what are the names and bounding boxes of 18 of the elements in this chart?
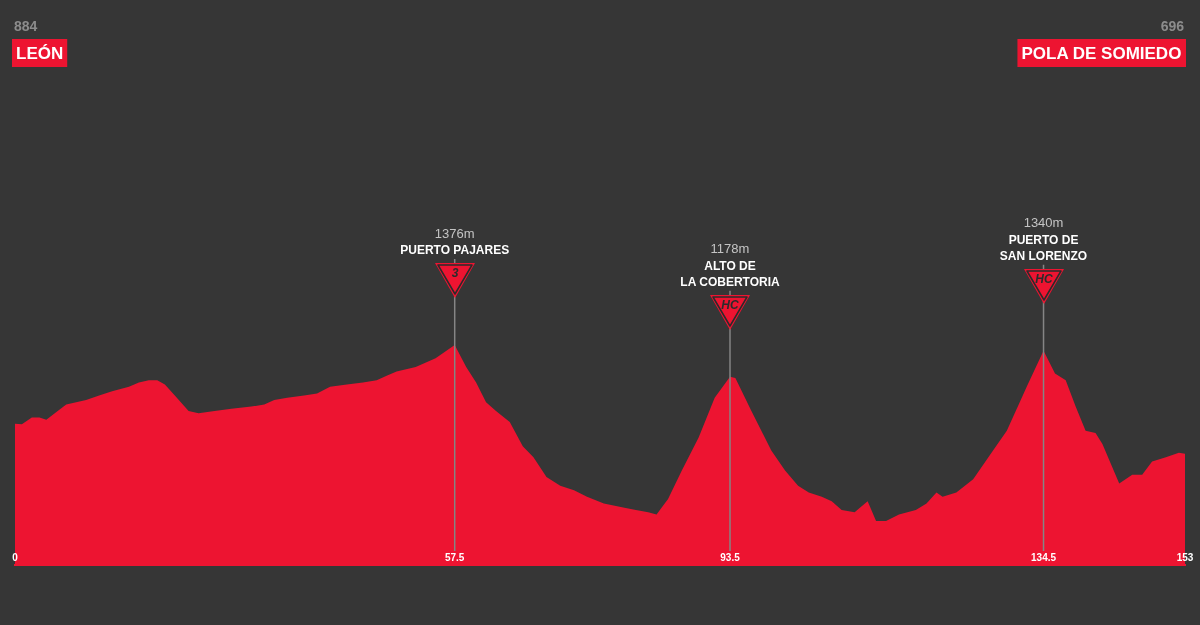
text: 1376m (434, 225, 475, 241)
x-tick-label: 134.5 (1031, 551, 1057, 563)
triangle-icon: 3 (434, 263, 475, 298)
text: 1178m (710, 241, 750, 257)
x-tick-label: 57.5 (444, 551, 465, 563)
text: 696 (1160, 17, 1185, 34)
text: LEÓN (16, 43, 64, 63)
triangle-icon: HC (710, 294, 750, 330)
triangle-icon: HC (1023, 268, 1064, 304)
x-tick-label: 93.5 (720, 551, 741, 563)
x-tick-label: 0 (12, 551, 19, 563)
ref-line-label: ALTO DE LA COBERTORIA (680, 258, 780, 289)
ref-line-label: PUERTO DE SAN LORENZO (999, 233, 1088, 264)
text: POLA DE SOMIEDO (1021, 43, 1182, 63)
text: 1340m (1023, 215, 1064, 231)
ref-line-label: PUERTO PAJARES (400, 243, 510, 258)
text: 884 (14, 17, 38, 34)
x-tick-label: 153 (1176, 551, 1194, 563)
